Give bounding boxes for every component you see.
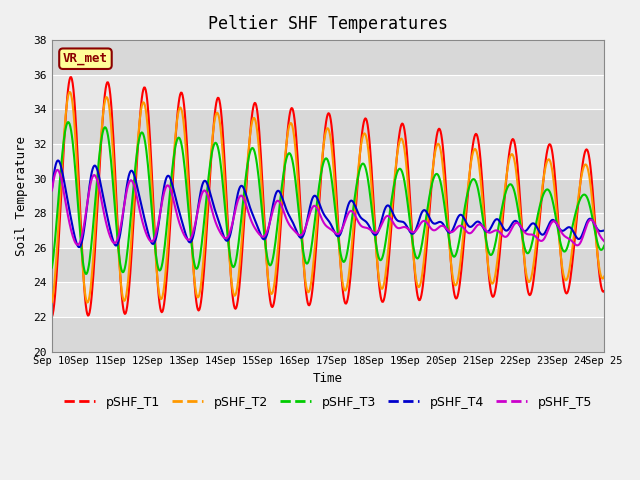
Text: VR_met: VR_met (63, 52, 108, 65)
pSHF_T2 (83, 300, 91, 305)
Line: pSHF_T1: pSHF_T1 (52, 77, 604, 317)
pSHF_T5 (59, 183, 67, 189)
pSHF_T1 (48, 314, 56, 320)
Bar (52, 317, 604, 351)
pSHF_T5 (573, 242, 581, 248)
pSHF_T5 (600, 239, 608, 244)
pSHF_T1 (600, 288, 608, 294)
pSHF_T1 (116, 260, 124, 265)
pSHF_T4 (173, 198, 180, 204)
pSHF_T5 (396, 225, 404, 231)
pSHF_T1 (201, 257, 209, 263)
pSHF_T4 (600, 228, 608, 233)
pSHF_T4 (75, 244, 83, 250)
pSHF_T2 (173, 124, 180, 130)
pSHF_T2 (66, 89, 74, 95)
pSHF_T5 (201, 188, 209, 193)
pSHF_T2 (116, 273, 124, 279)
Bar (52, 248, 604, 282)
Legend: pSHF_T1, pSHF_T2, pSHF_T3, pSHF_T4, pSHF_T5: pSHF_T1, pSHF_T2, pSHF_T3, pSHF_T4, pSHF… (60, 391, 597, 414)
pSHF_T3 (83, 271, 90, 277)
Bar (52, 144, 604, 179)
pSHF_T3 (64, 119, 72, 125)
pSHF_T3 (202, 204, 209, 209)
pSHF_T4 (54, 157, 62, 163)
pSHF_T5 (412, 228, 420, 233)
pSHF_T3 (397, 166, 404, 172)
pSHF_T5 (116, 229, 124, 235)
X-axis label: Time: Time (313, 372, 343, 385)
pSHF_T3 (116, 262, 124, 267)
Bar (52, 109, 604, 144)
pSHF_T3 (58, 155, 66, 161)
pSHF_T4 (116, 230, 124, 236)
pSHF_T2 (397, 136, 404, 142)
pSHF_T2 (202, 228, 209, 234)
pSHF_T4 (48, 186, 56, 192)
Bar (52, 40, 604, 75)
Title: Peltier SHF Temperatures: Peltier SHF Temperatures (208, 15, 448, 33)
pSHF_T3 (173, 139, 180, 145)
pSHF_T1 (396, 128, 404, 134)
pSHF_T3 (600, 243, 608, 249)
pSHF_T1 (172, 135, 179, 141)
pSHF_T4 (202, 178, 209, 184)
Line: pSHF_T5: pSHF_T5 (52, 170, 604, 245)
pSHF_T5 (54, 167, 61, 173)
pSHF_T1 (412, 282, 420, 288)
pSHF_T4 (397, 218, 404, 224)
pSHF_T2 (600, 274, 608, 279)
pSHF_T5 (48, 188, 56, 193)
pSHF_T3 (48, 264, 56, 270)
pSHF_T2 (58, 165, 66, 170)
pSHF_T3 (413, 255, 420, 261)
Line: pSHF_T4: pSHF_T4 (52, 160, 604, 247)
pSHF_T1 (67, 74, 75, 80)
Bar (52, 75, 604, 109)
pSHF_T5 (172, 206, 179, 212)
Line: pSHF_T3: pSHF_T3 (52, 122, 604, 274)
pSHF_T2 (48, 299, 56, 305)
pSHF_T2 (413, 280, 420, 286)
pSHF_T4 (59, 171, 67, 177)
Bar (52, 282, 604, 317)
Y-axis label: Soil Temperature: Soil Temperature (15, 136, 28, 256)
Line: pSHF_T2: pSHF_T2 (52, 92, 604, 302)
Bar (52, 213, 604, 248)
Bar (52, 179, 604, 213)
pSHF_T4 (413, 224, 420, 230)
pSHF_T1 (58, 179, 66, 185)
